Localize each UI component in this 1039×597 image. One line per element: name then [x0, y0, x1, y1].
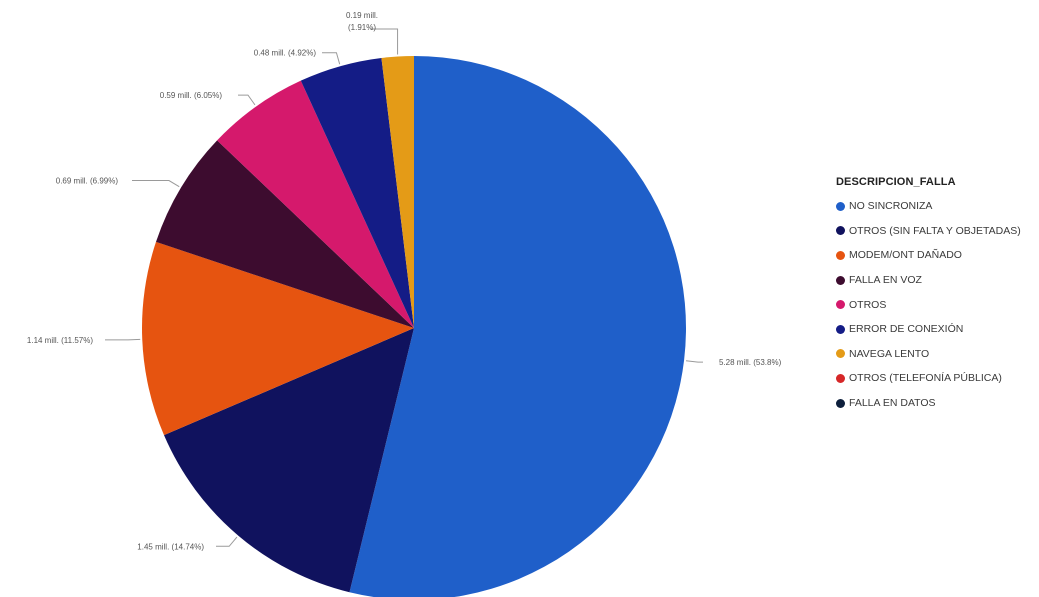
legend-marker-icon [836, 373, 845, 383]
legend-label: FALLA EN DATOS [849, 397, 936, 410]
data-label-navega-lento: 0.19 mill. [346, 11, 378, 20]
legend-item-no-sincroniza[interactable]: NO SINCRONIZA [836, 194, 1021, 219]
legend-marker-icon [836, 226, 845, 236]
pie-slice-otros-sin-falta-y-objetadas[interactable] [164, 328, 414, 593]
pie-slice-otros[interactable] [217, 80, 414, 328]
legend-item-otros-sin-falta-y-objetadas[interactable]: OTROS (SIN FALTA Y OBJETADAS) [836, 219, 1021, 244]
legend-marker-icon [836, 300, 845, 310]
data-label-otros-sin-falta-y-objetadas: 1.45 mill. (14.74%) [137, 542, 204, 551]
legend-item-navega-lento[interactable]: NAVEGA LENTO [836, 342, 1021, 367]
legend-label: ERROR DE CONEXIÓN [849, 323, 964, 336]
legend-label: OTROS (SIN FALTA Y OBJETADAS) [849, 224, 1021, 237]
legend-marker-icon [836, 349, 845, 359]
legend-item-otros[interactable]: OTROS [836, 292, 1021, 317]
legend-marker-icon [836, 275, 845, 285]
legend-label: OTROS [849, 298, 887, 311]
legend: DESCRIPCION_FALLA NO SINCRONIZA OTROS (SI… [836, 176, 1021, 415]
data-label-falla-en-voz: 0.69 mill. (6.99%) [56, 177, 119, 186]
pie-slice-navega-lento[interactable] [381, 56, 414, 328]
pie-slice-falla-en-voz[interactable] [155, 140, 414, 328]
data-label-navega-lento: (1.91%) [348, 23, 376, 32]
data-label-no-sincroniza: 5.28 mill. (53.8%) [719, 358, 782, 367]
legend-label: NAVEGA LENTO [849, 347, 930, 360]
pie-slice-no-sincroniza[interactable] [349, 56, 686, 597]
legend-item-falla-en-voz[interactable]: FALLA EN VOZ [836, 268, 1021, 293]
legend-label: MODEM/ONT DAÑADO [849, 249, 962, 262]
legend-marker-icon [836, 324, 845, 334]
leader-line-otros [238, 94, 256, 106]
leader-line-error-de-conexion [322, 52, 341, 65]
slice-labels: 5.28 mill. (53.8%) 1.45 mill. (14.74%) 1.1… [27, 11, 782, 551]
data-label-modem-ont-danado: 1.14 mill. (11.57%) [27, 336, 93, 345]
leader-line-falla-en-voz [132, 180, 180, 188]
legend-items: NO SINCRONIZA OTROS (SIN FALTA Y OBJETADA… [836, 194, 1021, 415]
legend-item-otros-telefonia-publica[interactable]: OTROS (TELEFONÍA PÚBLICA) [836, 366, 1021, 391]
legend-item-modem-ont-danado[interactable]: MODEM/ONT DAÑADO [836, 243, 1021, 268]
leader-line-no-sincroniza [685, 360, 703, 363]
legend-marker-icon [836, 250, 845, 260]
leader-line-navega-lento [370, 28, 399, 55]
legend-marker-icon [836, 398, 845, 408]
pie-slice-error-de-conexion[interactable] [300, 57, 414, 328]
legend-marker-icon [836, 201, 845, 211]
legend-label: OTROS (TELEFONÍA PÚBLICA) [849, 372, 1002, 385]
legend-label: NO SINCRONIZA [849, 200, 933, 213]
legend-item-error-de-conexion[interactable]: ERROR DE CONEXIÓN [836, 317, 1021, 342]
data-label-otros: 0.59 mill. (6.05%) [160, 91, 223, 100]
legend-label: FALLA EN VOZ [849, 274, 922, 287]
leader-line-otros-sin-falta-y-objetadas [216, 536, 238, 547]
pie-slices [142, 56, 686, 597]
pie-slice-modem-ont-danado[interactable] [142, 241, 414, 436]
legend-title: DESCRIPCION_FALLA [836, 176, 956, 188]
legend-item-falla-en-datos[interactable]: FALLA EN DATOS [836, 391, 1021, 416]
data-label-error-de-conexion: 0.48 mill. (4.92%) [254, 49, 317, 58]
